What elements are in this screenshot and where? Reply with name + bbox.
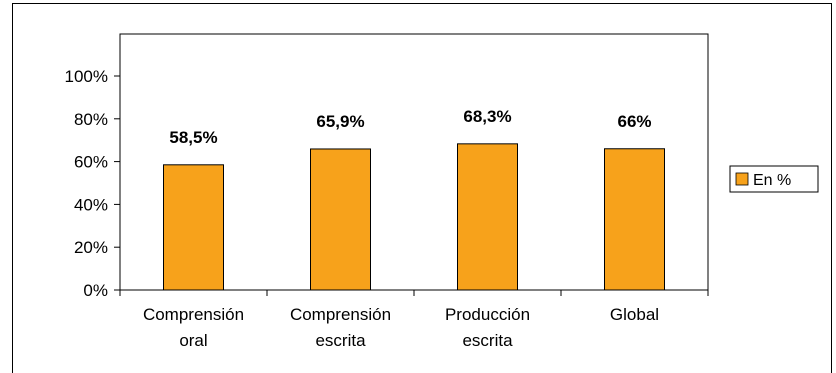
legend-label: En % (753, 172, 791, 189)
bar-value-label: 66% (617, 112, 651, 131)
y-tick-label: 0% (83, 281, 108, 300)
chart-frame (12, 3, 832, 373)
y-tick-label: 60% (74, 153, 108, 172)
y-tick-label: 20% (74, 238, 108, 257)
legend: En % (729, 165, 819, 193)
bar-value-label: 58,5% (169, 128, 217, 147)
bar-value-label: 68,3% (463, 107, 511, 126)
data-labels: 58,5% 65,9% 68,3% 66% (169, 107, 651, 147)
x-category-label: Comprensión escrita (290, 305, 391, 350)
bar (163, 164, 224, 291)
bars (163, 143, 665, 291)
bar-value-label: 65,9% (316, 112, 364, 131)
legend-swatch (735, 172, 749, 186)
x-category-label: Comprensión oral (143, 305, 244, 350)
bar (457, 143, 518, 291)
y-tick-label: 40% (74, 195, 108, 214)
bar (604, 148, 665, 291)
x-axis: Comprensión oral Comprensión escrita Producc… (119, 290, 709, 350)
y-axis: 0% 20% 40% 60% 80% 100% (65, 67, 120, 300)
y-tick-label: 80% (74, 110, 108, 129)
x-category-label: Global (610, 305, 659, 324)
bar (310, 148, 371, 291)
x-category-label: Producción escrita (445, 305, 530, 350)
y-tick-label: 100% (65, 67, 108, 86)
